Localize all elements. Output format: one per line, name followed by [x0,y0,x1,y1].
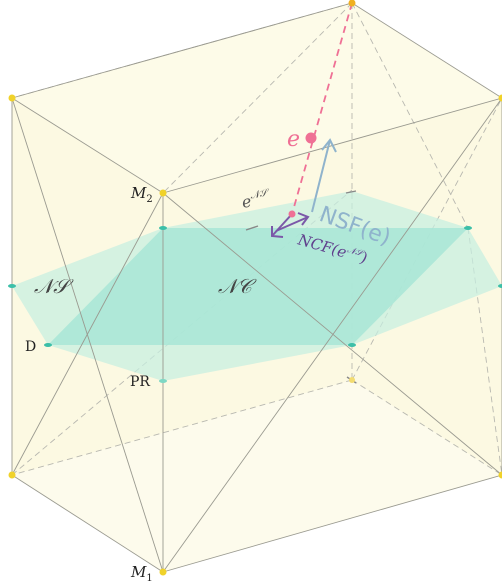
nc-plane [48,228,468,345]
d-label: D [25,339,36,355]
ns-region-label: 𝒩𝒮 [34,274,74,298]
vertex-m2 [159,189,167,197]
projection-line [291,2,353,215]
m2-label: M2 [130,184,153,205]
nc-top-left-point [159,226,167,230]
vertex-bottom-left [8,471,16,479]
d-point [44,343,52,347]
e-point [305,132,317,144]
e-ns-point [288,210,296,218]
m1-label: M1 [130,563,153,584]
vertex-top-back [348,0,356,7]
vertex-m1 [159,568,167,576]
vertex-bottom-right [498,471,502,479]
pr-label: PR [130,374,150,390]
vertex-points [8,0,502,576]
nsf-arrow [311,138,337,213]
e-label: e [287,127,300,152]
e-ns-label: e𝒩𝒮 [240,187,273,212]
vertex-top-left [8,94,16,102]
vertex-top-right [498,94,502,102]
ns-right-point [498,284,502,288]
pr-point [159,379,167,383]
ns-left-point [8,284,16,288]
nc-bottom-right-point [348,343,356,347]
vertex-bottom-back [349,377,355,383]
plane-points [8,226,502,383]
nc-top-right-point [464,226,472,230]
ncf-arrow [271,212,310,238]
nc-region-label: 𝒩𝒞 [218,274,257,298]
